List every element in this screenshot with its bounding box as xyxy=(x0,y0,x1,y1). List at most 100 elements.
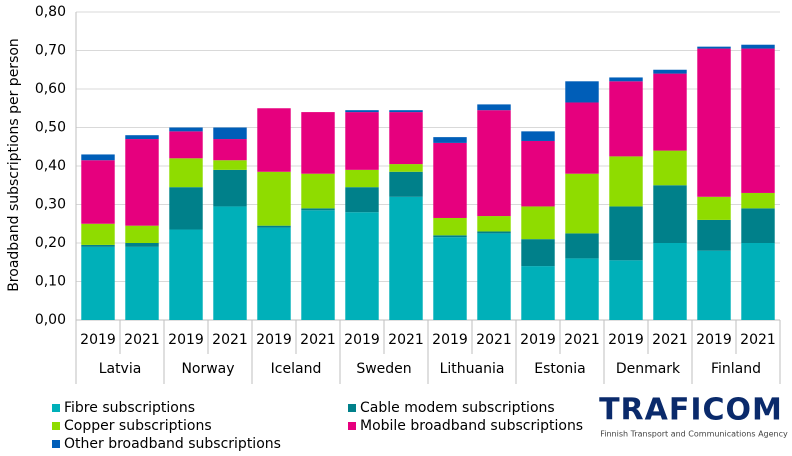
legend-swatch xyxy=(52,422,60,430)
bar-segment xyxy=(125,135,159,140)
group-label: Norway xyxy=(181,361,234,377)
bar-segment xyxy=(169,158,203,188)
bar-segment xyxy=(345,212,379,320)
legend-label: Other broadband subscriptions xyxy=(64,436,281,452)
legend-swatch xyxy=(348,404,356,412)
bar-segment xyxy=(125,139,159,226)
bar-segment xyxy=(213,206,247,320)
y-tick-label: 0,70 xyxy=(35,43,66,59)
bar-segment xyxy=(257,108,291,172)
x-tick-label: 2019 xyxy=(256,332,292,348)
bar-segment xyxy=(565,81,599,103)
bar-segment xyxy=(433,137,467,143)
x-tick-label: 2019 xyxy=(80,332,116,348)
bar-segment xyxy=(257,225,291,228)
group-label: Iceland xyxy=(271,361,322,377)
bar-segment xyxy=(169,131,203,159)
bar-segment xyxy=(345,112,379,170)
bar-segment xyxy=(653,150,687,186)
x-tick-label: 2019 xyxy=(608,332,644,348)
bar-segment xyxy=(125,246,159,320)
x-tick-label: 2021 xyxy=(300,332,336,348)
bar-segment xyxy=(81,244,115,247)
x-tick-label: 2019 xyxy=(168,332,204,348)
bar-segment xyxy=(741,192,775,209)
bar-segment xyxy=(213,139,247,161)
bar-segment xyxy=(345,187,379,213)
group-label: Finland xyxy=(711,361,761,377)
legend-swatch xyxy=(348,422,356,430)
bar-segment xyxy=(81,154,115,161)
bar-segment xyxy=(653,69,687,74)
bar-segment xyxy=(257,171,291,226)
bar-segment xyxy=(565,258,599,320)
bar-segment xyxy=(609,206,643,261)
bar-segment xyxy=(389,164,423,172)
group-label: Sweden xyxy=(356,361,411,377)
bar-segment xyxy=(433,237,467,320)
group-label: Estonia xyxy=(534,361,586,377)
legend-label: Copper subscriptions xyxy=(64,418,212,434)
bar-segment xyxy=(169,187,203,230)
bar-segment xyxy=(741,208,775,243)
bar-segment xyxy=(565,233,599,259)
x-tick-label: 2021 xyxy=(476,332,512,348)
bar-segment xyxy=(477,233,511,320)
bar-segment xyxy=(389,112,423,165)
bar-segment xyxy=(609,156,643,207)
legend-swatch xyxy=(52,404,60,412)
bar-segment xyxy=(697,219,731,251)
bar-segment xyxy=(609,260,643,320)
bar-segment xyxy=(389,196,423,320)
bar-segment xyxy=(697,250,731,320)
bar-segment xyxy=(477,104,511,111)
x-tick-label: 2019 xyxy=(432,332,468,348)
bar-segment xyxy=(653,73,687,151)
bar-segment xyxy=(389,171,423,197)
bar-segment xyxy=(609,77,643,82)
bar-segment xyxy=(433,217,467,236)
x-tick-label: 2021 xyxy=(388,332,424,348)
logo-text: TRAFICOM xyxy=(599,393,783,428)
bar-segment xyxy=(477,110,511,217)
x-tick-label: 2019 xyxy=(344,332,380,348)
bar-segment xyxy=(257,227,291,320)
bar-segment xyxy=(301,112,335,174)
y-tick-label: 0,00 xyxy=(35,312,66,328)
bar-segment xyxy=(213,127,247,140)
bar-segment xyxy=(345,110,379,113)
x-tick-label: 2021 xyxy=(740,332,776,348)
bar-segment xyxy=(125,243,159,247)
bar-segment xyxy=(477,216,511,232)
bar-segment xyxy=(653,185,687,243)
bar-segment xyxy=(81,223,115,245)
bar-segment xyxy=(521,266,555,320)
legend-label: Fibre subscriptions xyxy=(64,400,195,416)
bar-segment xyxy=(521,206,555,240)
bar-segment xyxy=(697,196,731,220)
group-label: Latvia xyxy=(99,361,142,377)
legend-label: Mobile broadband subscriptions xyxy=(360,418,583,434)
group-label: Lithuania xyxy=(440,361,505,377)
bar-segment xyxy=(81,160,115,224)
y-tick-label: 0,40 xyxy=(35,158,66,174)
bar-segment xyxy=(125,225,159,243)
bar-segment xyxy=(741,44,775,49)
bar-segment xyxy=(81,246,115,320)
y-tick-label: 0,20 xyxy=(35,235,66,251)
y-tick-label: 0,80 xyxy=(35,4,66,20)
x-tick-label: 2021 xyxy=(212,332,248,348)
legend-swatch xyxy=(52,440,60,448)
legend-label: Cable modem subscriptions xyxy=(360,400,555,416)
bar-segment xyxy=(345,169,379,188)
bar-segment xyxy=(389,110,423,113)
bar-segment xyxy=(433,142,467,218)
x-tick-label: 2021 xyxy=(564,332,600,348)
bar-segment xyxy=(521,239,555,267)
bar-segment xyxy=(565,102,599,174)
y-tick-label: 0,60 xyxy=(35,81,66,97)
bar-segment xyxy=(521,131,555,141)
x-tick-label: 2021 xyxy=(124,332,160,348)
bar-segment xyxy=(741,243,775,320)
